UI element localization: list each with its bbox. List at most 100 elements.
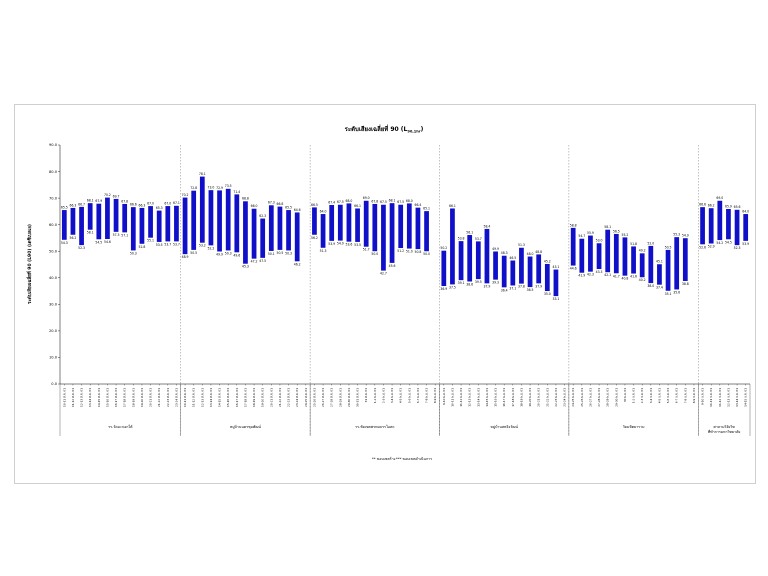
range-bar xyxy=(96,203,102,240)
min-value-label: 41.9 xyxy=(578,274,585,278)
x-tick-label: 13-14 ธ.ค. 61 xyxy=(735,388,739,407)
max-value-label: 56.5 xyxy=(613,229,620,233)
x-tick-label: 19-20 ต.ค. 61 xyxy=(261,388,265,407)
min-value-label: 49.9 xyxy=(216,252,223,256)
max-value-label: 54.7 xyxy=(578,234,585,238)
x-tick-label: 31 ต.ค. 61 xyxy=(364,388,368,403)
range-bar xyxy=(389,203,395,263)
min-value-label: 37.5 xyxy=(449,285,456,289)
range-bar xyxy=(346,203,352,242)
max-value-label: 58.4 xyxy=(483,224,490,228)
max-value-label: 66.0 xyxy=(251,204,258,208)
range-bar xyxy=(484,228,490,284)
min-value-label: 55.1 xyxy=(147,239,154,243)
range-bar xyxy=(277,206,283,250)
min-value-label: 52.3 xyxy=(78,246,85,250)
x-tick-label: 11-12 พ.ย. 61 xyxy=(459,388,463,407)
y-tick-label: 50.0 xyxy=(49,249,58,253)
max-value-label: 50.5 xyxy=(665,245,672,249)
x-tick-label: 16-17 ต.ค. 61 xyxy=(114,388,118,407)
x-tick-label: 9-10 ธ.ค. 61 xyxy=(701,388,705,405)
range-bar xyxy=(450,208,455,285)
range-bar xyxy=(217,190,222,252)
x-tick-label: 4-5 พ.ย. 61 xyxy=(399,388,403,403)
y-tick-label: 80.0 xyxy=(49,170,58,174)
range-bar xyxy=(79,206,84,246)
x-tick-label: 2-3 ธ.ค. 61 xyxy=(640,388,644,403)
range-bar xyxy=(105,197,110,240)
legend-item: ** ขอบเขตร้าง xyxy=(372,456,396,461)
range-bar xyxy=(165,206,171,242)
max-value-label: 68.1 xyxy=(389,199,396,203)
max-value-label: 45.1 xyxy=(656,260,663,264)
range-bar xyxy=(130,207,136,251)
range-bar xyxy=(251,208,257,259)
min-value-label: 49.6 xyxy=(233,253,240,257)
min-value-label: 53.5 xyxy=(354,243,361,247)
min-value-label: 41.6 xyxy=(630,275,637,279)
range-bar xyxy=(613,233,619,274)
min-value-label: 37.8 xyxy=(518,285,525,289)
min-value-label: 35.1 xyxy=(665,292,672,296)
x-tick-label: 12-13 ธ.ค. 61 xyxy=(726,388,730,407)
max-value-label: 51.8 xyxy=(630,242,637,246)
range-bar xyxy=(70,207,76,235)
range-bar xyxy=(605,229,611,273)
x-tick-label: 18-19 ต.ค. 61 xyxy=(252,388,256,407)
x-tick-label: 11-12 ต.ค. 61 xyxy=(192,388,196,407)
range-bar xyxy=(398,204,404,249)
max-value-label: 62.3 xyxy=(259,214,266,218)
range-bar xyxy=(199,176,205,243)
max-value-label: 69.0 xyxy=(363,196,370,200)
x-tick-label: 23-24 ต.ค. 61 xyxy=(295,388,299,407)
min-value-label: 51.7 xyxy=(363,248,370,252)
min-value-label: 54.2 xyxy=(716,241,723,245)
max-value-label: 67.8 xyxy=(121,199,128,203)
min-value-label: 51.0 xyxy=(406,250,413,254)
min-value-label: 47.2 xyxy=(251,260,258,264)
x-tick-label: 10-11 ต.ค. 61 xyxy=(183,388,187,407)
max-value-label: 53.0 xyxy=(596,239,603,243)
max-value-label: 50.2 xyxy=(440,246,447,250)
group-label: รร.วัดมะกอกใต้ xyxy=(108,424,133,429)
max-value-label: 66.6 xyxy=(130,203,137,207)
min-value-label: 43.3 xyxy=(596,270,603,274)
x-tick-label: 29-30 พ.ย. 61 xyxy=(614,388,618,407)
max-value-label: 64.0 xyxy=(742,209,749,213)
max-value-label: 68.8 xyxy=(242,197,249,201)
max-value-label: 65.6 xyxy=(734,205,741,209)
range-bar xyxy=(113,198,119,232)
x-tick-label: 20-21 ต.ค. 61 xyxy=(149,388,153,407)
max-value-label: 71.4 xyxy=(233,190,240,194)
chart-title: ระดับเสียงเฉลี่ยที่ 90 (L90,1hr) xyxy=(345,124,424,134)
y-tick-label: 40.0 xyxy=(49,276,58,280)
group-label: รร.ชัยเขตพรหมบรรโอสถ xyxy=(355,424,394,429)
x-tick-label: 30 พ.ย. 61 xyxy=(623,388,627,402)
x-tick-label: 17-18 พ.ย. 61 xyxy=(511,388,515,407)
range-bar xyxy=(596,243,602,270)
min-value-label: 53.9 xyxy=(742,242,749,246)
legend-item: *** ขอบเขตดำเนินการ xyxy=(396,457,432,461)
min-value-label: 54.6 xyxy=(104,240,111,244)
x-tick-label: 8-9 ธ.ค. 61 xyxy=(692,388,696,403)
x-tick-label: 14-15 ต.ค. 61 xyxy=(218,388,222,407)
min-value-label: 54.0 xyxy=(337,242,344,246)
max-value-label: 72.8 xyxy=(190,186,197,190)
min-value-label: 52.3 xyxy=(734,246,741,250)
x-tick-label: 8-9 พ.ย. 61 xyxy=(433,388,437,403)
y-axis-label: ระดับเสียงเฉลี่ยที่ 90 (L90) (เดซิเบลเอ) xyxy=(26,224,33,304)
x-tick-label: 21-22 ต.ค. 61 xyxy=(157,388,161,407)
min-value-label: 42.7 xyxy=(380,272,387,276)
min-value-label: 53.7 xyxy=(173,242,180,246)
max-value-label: 66.1 xyxy=(449,204,456,208)
max-value-label: 66.6 xyxy=(699,203,706,207)
min-value-label: 37.1 xyxy=(509,286,516,290)
max-value-label: 66.3 xyxy=(69,203,76,207)
x-tick-label: 15-16 พ.ย. 61 xyxy=(494,388,498,407)
range-bar xyxy=(588,235,593,272)
x-tick-label: 21-22 พ.ย. 61 xyxy=(545,388,549,407)
max-value-label: 65.9 xyxy=(725,204,732,208)
x-tick-label: 27-28 ต.ค. 61 xyxy=(330,388,334,407)
max-value-label: 68.0 xyxy=(406,199,413,203)
y-tick-label: 70.0 xyxy=(49,196,58,200)
